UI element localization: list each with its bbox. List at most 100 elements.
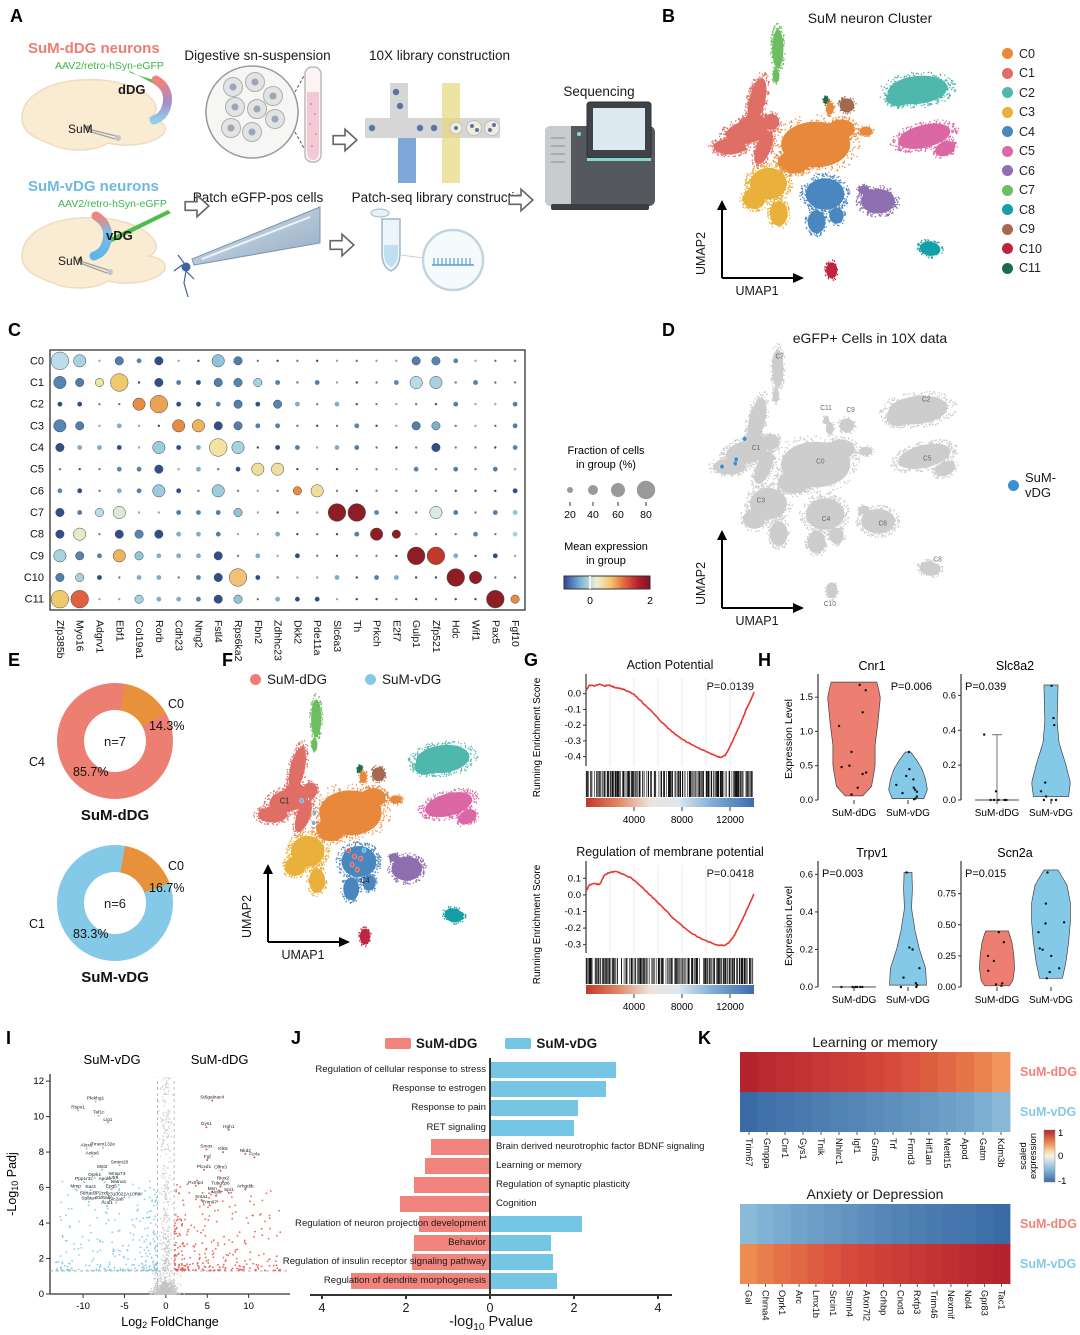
cluster-label: C1 <box>1019 66 1035 81</box>
donut-label: C0 <box>168 859 184 873</box>
aav-pipette <box>106 210 171 244</box>
go-bar-label: Learning or memory <box>496 1160 582 1171</box>
step-digest-title: Digestive sn-suspension <box>184 48 331 63</box>
go-bar-ddg <box>351 1273 490 1290</box>
umap-cluster-plot <box>707 22 960 281</box>
dg-crescent <box>149 75 173 125</box>
flow-arrow-icon <box>332 127 359 153</box>
panel-b-label: B <box>662 6 675 26</box>
go-x-axis-label: -log10 Pvalue <box>449 1314 533 1333</box>
aav-label-ddg: AAV2/retro-hSyn-eGFP <box>55 60 164 72</box>
donut-title: SuM-vDG <box>81 969 149 986</box>
go-bar-ddg <box>424 1158 490 1174</box>
vdg-legend-label: SuM-vDG <box>1025 470 1057 500</box>
cluster-label: C6 <box>1019 163 1035 178</box>
cluster-dot <box>1002 87 1013 99</box>
umap2-axis-label: UMAP2 <box>694 231 708 275</box>
cluster-legend-item: C11 <box>1002 259 1042 279</box>
ddg-neurons-title: SuM-dDG neurons <box>28 40 160 57</box>
step-patch-title: Patch eGFP-pos cells <box>192 190 324 205</box>
vdg-legend-dot <box>365 674 376 685</box>
ddg-legend-label: SuM-dDG <box>267 672 328 687</box>
cluster-legend-item: C5 <box>1002 142 1042 162</box>
cluster-dot <box>1002 243 1013 255</box>
go-legend-vdg: SuM-vDG <box>505 1036 597 1051</box>
vdg-legend-item: SuM-vDG <box>365 672 441 687</box>
panel-e-label: E <box>8 650 21 670</box>
vdg-swatch <box>505 1038 532 1049</box>
go-bar-ddg <box>399 1196 490 1213</box>
composition-donuts: n=7 C0 14.3% C4 85.7% SuM-dDG n=6 C0 16.7% C1 83.3… <box>0 660 230 1000</box>
neuron <box>181 262 191 272</box>
panel-b-title: SuM neuron Cluster <box>807 10 933 26</box>
microfluidic-chip-illustration <box>365 83 500 183</box>
umap-axes-icon <box>717 200 804 283</box>
dg-crescent <box>89 211 113 261</box>
cluster-dot <box>1002 145 1013 157</box>
go-bar-label: Regulation of cellular response to stres… <box>315 1064 486 1075</box>
cluster-label: C10 <box>1019 241 1042 256</box>
panel-a-label: A <box>10 6 23 26</box>
go-x-axis <box>310 1294 672 1296</box>
aav-label-vdg: AAV2/retro-hSyn-eGFP <box>58 198 167 210</box>
cluster-legend-item: C10 <box>1002 239 1042 259</box>
flow-arrow-icon <box>508 187 535 213</box>
go-bar-label: Regulation of dendrite morphogenesis <box>323 1275 486 1287</box>
go-bar-label: Regulation of insulin receptor signaling… <box>282 1256 486 1267</box>
panel-g-label: G <box>524 650 539 670</box>
cluster-legend-item: C4 <box>1002 122 1042 142</box>
vdg-legend-label: SuM-vDG <box>382 672 442 687</box>
flow-arrow-icon <box>184 193 211 219</box>
step-sequencing-title: Sequencing <box>563 84 635 99</box>
panel-d-label: D <box>662 320 675 340</box>
go-legend: SuM-dDG SuM-vDG <box>290 1036 692 1051</box>
sum-label-2: SuM <box>58 254 83 268</box>
go-center-line <box>489 1058 491 1295</box>
cluster-label: C8 <box>1019 202 1035 217</box>
panel-d-title: eGFP+ Cells in 10X data <box>792 330 948 346</box>
go-bars: Regulation of cellular response to stres… <box>283 1030 705 1335</box>
go-bar-label: Response to pain <box>411 1102 486 1114</box>
panel-c-label: C <box>8 320 21 340</box>
go-bar-vdg <box>490 1273 558 1290</box>
cluster-dot <box>1002 262 1013 274</box>
cluster-legend-item: C0 <box>1002 44 1042 64</box>
donut-center-count: n=6 <box>84 872 146 934</box>
go-bar-ddg <box>431 1138 490 1155</box>
go-bar-ddg <box>414 1234 490 1251</box>
gsea-plot-action-potential: Action PotentialP=0.01390.0-0.1-0.2-0.3-… <box>532 658 755 826</box>
cluster-label: C2 <box>1019 85 1035 100</box>
donut-label: C1 <box>29 917 45 931</box>
patchseq-tube-illustration <box>370 208 485 292</box>
cluster-dot <box>1002 67 1013 79</box>
go-bar-vdg <box>490 1215 583 1232</box>
donut-label: 83.3% <box>73 927 109 941</box>
umap1-axis-label: UMAP1 <box>281 948 325 962</box>
brain-ddg-illustration <box>21 70 173 151</box>
sum-label-1: SuM <box>68 122 93 136</box>
cluster-label: C3 <box>1019 105 1035 120</box>
patch-pipette-illustration <box>173 206 321 298</box>
donut-label: 85.7% <box>73 765 109 779</box>
cluster-dot <box>1002 165 1013 177</box>
go-bar-vdg <box>490 1100 579 1117</box>
ddg-legend-dot <box>250 674 261 685</box>
cluster-dot <box>1002 126 1013 138</box>
go-legend-ddg: SuM-dDG <box>384 1036 477 1051</box>
umap-axes-icon <box>717 530 804 613</box>
cluster-legend-item: C9 <box>1002 220 1042 240</box>
cluster-label: C5 <box>1019 144 1035 159</box>
cluster-legend-item: C8 <box>1002 200 1042 220</box>
cluster-label: C0 <box>1019 46 1035 61</box>
go-tick <box>573 1294 575 1300</box>
donut-label: C0 <box>168 697 184 711</box>
go-tick <box>405 1294 407 1300</box>
go-bar-vdg <box>490 1119 574 1136</box>
vdg-label: vDG <box>106 228 133 243</box>
